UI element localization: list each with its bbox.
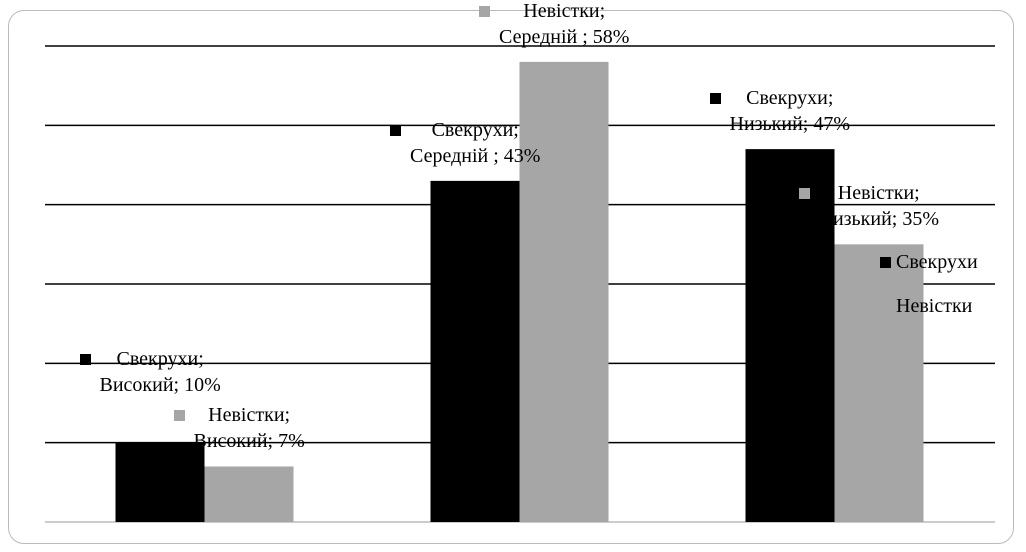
label-key <box>390 124 401 136</box>
label-key <box>479 5 490 17</box>
data-label: Невістки; Низький; 35% <box>818 182 940 231</box>
chart-frame <box>8 10 1014 544</box>
legend-label: Свекрухи <box>896 251 978 273</box>
label-key <box>173 410 185 422</box>
bar <box>745 149 835 522</box>
bar <box>430 180 520 522</box>
bar <box>204 466 294 522</box>
bar <box>115 442 205 522</box>
data-label: Свекрухи; Середній ; 43% <box>410 118 541 167</box>
label-key <box>709 93 721 105</box>
data-label: Свекрухи; Низький; 47% <box>729 87 851 136</box>
data-label: Невістки; Високий; 7% <box>193 404 305 453</box>
legend-label: Невістки <box>896 295 973 317</box>
legend-key <box>880 301 891 312</box>
data-label: Невістки; Середній ; 58% <box>499 0 630 48</box>
bar <box>834 244 924 523</box>
data-label: Свекрухи; Високий; 10% <box>99 348 221 397</box>
label-key <box>798 188 810 200</box>
legend-key <box>880 257 891 268</box>
label-key <box>79 354 91 366</box>
bar <box>519 61 609 522</box>
